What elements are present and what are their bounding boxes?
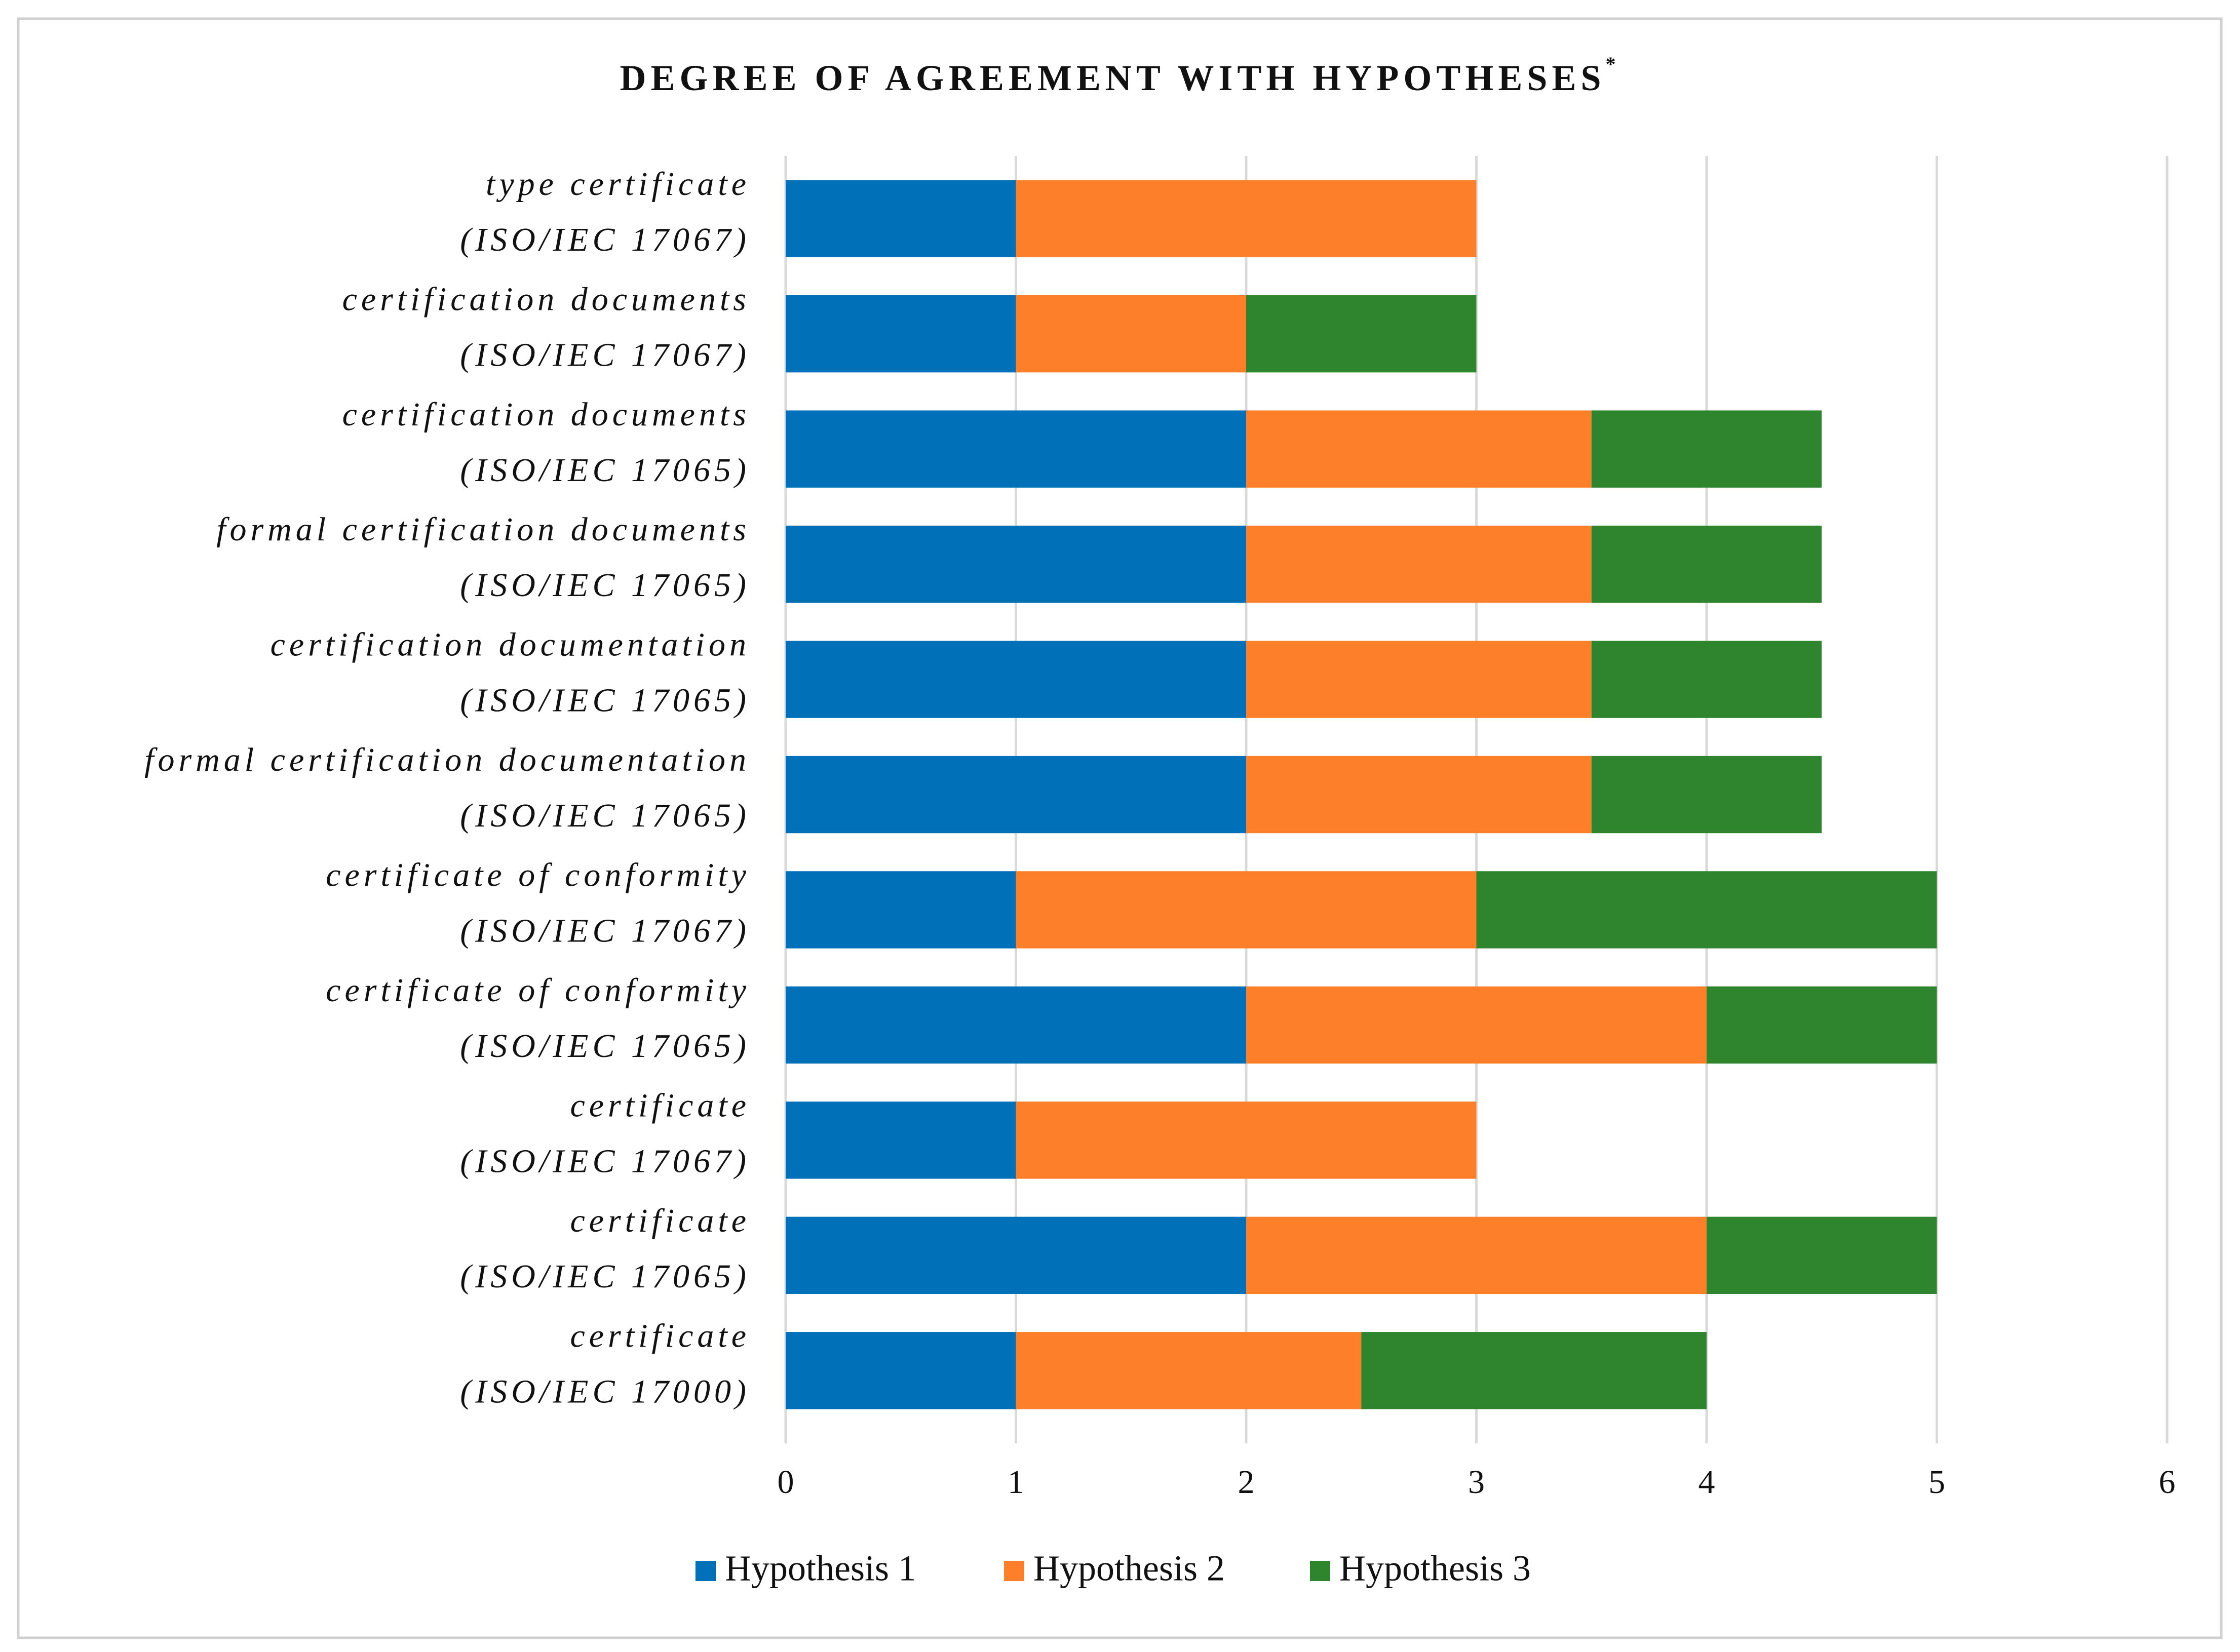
title-text: DEGREE OF AGREEMENT WITH HYPOTHESES — [620, 58, 1605, 98]
bar-segment — [1016, 1332, 1362, 1409]
bar-segment — [1246, 986, 1707, 1064]
bar-segment — [1246, 410, 1592, 488]
y-tick-label: certification documents — [342, 281, 750, 318]
bar-segment — [1016, 180, 1477, 257]
bar-segment — [1016, 1102, 1477, 1179]
y-tick-label: (ISO/IEC 17065) — [460, 567, 750, 604]
bar-segment — [786, 1332, 1016, 1409]
bar-segment — [786, 986, 1246, 1064]
y-tick-label: (ISO/IEC 17000) — [460, 1373, 750, 1410]
y-tick-label: certificate — [570, 1317, 750, 1354]
y-tick-label: (ISO/IEC 17067) — [460, 221, 750, 258]
x-tick-label: 5 — [1928, 1464, 1945, 1501]
bar-segment — [786, 410, 1246, 488]
y-tick-label: (ISO/IEC 17065) — [460, 452, 750, 489]
bar-segment — [1016, 295, 1246, 373]
bar-segment — [1361, 1332, 1707, 1409]
bar-segment — [1707, 986, 1937, 1064]
legend-swatch — [1310, 1561, 1330, 1581]
bar-segment — [1591, 641, 1822, 718]
y-tick-label: (ISO/IEC 17065) — [460, 797, 750, 834]
y-tick-label: formal certification documents — [216, 511, 750, 548]
bar-segment — [1591, 756, 1822, 834]
bar-segment — [786, 641, 1246, 718]
x-tick-label: 3 — [1468, 1464, 1485, 1501]
y-tick-label: certificate of conformity — [326, 857, 750, 894]
x-tick-label: 4 — [1698, 1464, 1715, 1501]
legend-label: Hypothesis 3 — [1339, 1548, 1531, 1589]
y-tick-label: (ISO/IEC 17067) — [460, 336, 750, 373]
chart-title: DEGREE OF AGREEMENT WITH HYPOTHESES* — [620, 53, 1620, 98]
bar-segment — [786, 1102, 1016, 1179]
bar-segment — [786, 756, 1246, 834]
bar-segment — [786, 180, 1016, 257]
legend-label: Hypothesis 1 — [725, 1548, 916, 1589]
bar-segment — [786, 1216, 1246, 1294]
bar-segment — [1246, 525, 1592, 603]
y-tick-label: certification documentation — [271, 626, 750, 663]
y-tick-label: (ISO/IEC 17065) — [460, 1028, 750, 1065]
y-tick-label: formal certification documentation — [144, 741, 750, 778]
bar-segment — [786, 295, 1016, 373]
bar-segment — [1246, 756, 1592, 834]
legend-swatch — [1004, 1561, 1024, 1581]
y-tick-label: (ISO/IEC 17065) — [460, 682, 750, 719]
y-tick-label: type certificate — [486, 166, 750, 203]
bar-segment — [1246, 641, 1592, 718]
y-tick-label: certificate — [570, 1202, 750, 1239]
y-tick-label: (ISO/IEC 17067) — [460, 913, 750, 950]
bar-segment — [1476, 871, 1937, 949]
bar-segment — [1591, 410, 1822, 488]
bar-segment — [786, 871, 1016, 949]
bar-segment — [1707, 1216, 1937, 1294]
title-note: * — [1606, 53, 1620, 75]
bar-segment — [1246, 1216, 1707, 1294]
x-tick-label: 6 — [2159, 1464, 2176, 1501]
y-tick-label: certification documents — [342, 396, 750, 433]
bar-segment — [1016, 871, 1477, 949]
legend-swatch — [696, 1561, 716, 1581]
y-tick-label: certificate of conformity — [326, 972, 750, 1009]
x-tick-label: 0 — [778, 1464, 794, 1501]
y-tick-label: (ISO/IEC 17067) — [460, 1143, 750, 1180]
bar-segment — [786, 525, 1246, 603]
y-tick-label: certificate — [570, 1087, 750, 1124]
x-tick-label: 2 — [1238, 1464, 1255, 1501]
x-tick-label: 1 — [1008, 1464, 1024, 1501]
y-tick-label: (ISO/IEC 17065) — [460, 1258, 750, 1295]
bar-segment — [1246, 295, 1477, 373]
bar-segment — [1591, 525, 1822, 603]
legend-label: Hypothesis 2 — [1033, 1548, 1225, 1589]
